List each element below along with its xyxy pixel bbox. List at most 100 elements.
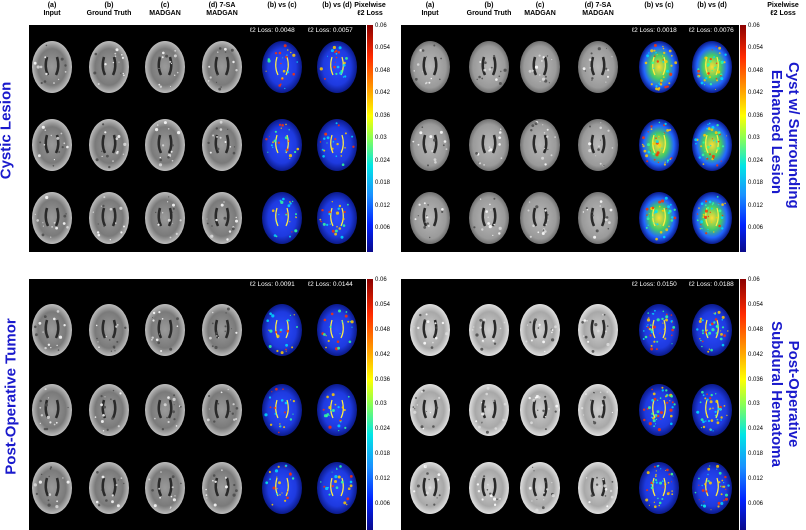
label-post-op-tumor: Post-Operative Tumor (2, 318, 20, 475)
colorbar-title-line1: Pixelwise (354, 2, 386, 9)
panel-cyst-enhanced (401, 25, 739, 252)
loss-label-c: ℓ2 Loss: 0.0150 (632, 281, 677, 288)
label-post-op-hematoma-line2: Subdural Hematoma (768, 321, 785, 467)
mri-slice-image (32, 304, 72, 356)
mri-slice-image (469, 192, 509, 244)
loss-map-image (317, 192, 357, 244)
colorbar-tick-label: 0.06 (748, 23, 760, 29)
loss-map-image (692, 41, 732, 93)
column-header: (b) vs (c) (629, 2, 689, 10)
column-header-line1: (d) 7-SA (584, 2, 612, 9)
colorbar-tick-label: 0.018 (375, 451, 391, 458)
column-header-line1: (c) (535, 2, 545, 9)
colorbar-tick-label: 0.03 (748, 135, 760, 142)
mri-slice-image (469, 462, 509, 514)
column-header-line2: MADGAN (524, 10, 556, 17)
column-header: (b) vs (d) (307, 2, 367, 10)
label-post-op-hematoma: Post-Operative Subdural Hematoma (768, 309, 802, 479)
column-header-line1: (c) (160, 2, 170, 9)
loss-map-image (317, 304, 357, 356)
label-post-op-hematoma-line1: Post-Operative (785, 340, 802, 448)
mri-slice-image (469, 119, 509, 171)
column-header: (d) 7-SA MADGAN (192, 2, 252, 18)
loss-label-c: ℓ2 Loss: 0.0048 (250, 27, 295, 34)
mri-slice-image (145, 384, 185, 436)
column-header-line1: (b) vs (c) (267, 2, 297, 9)
column-header-line2: MADGAN (582, 10, 614, 17)
mri-slice-image (578, 192, 618, 244)
panel-post-op-hematoma (401, 279, 739, 530)
mri-slice-image (410, 304, 450, 356)
column-header-line1: (a) (425, 2, 435, 9)
label-cyst-enhanced-line1: Cyst w/ Surrounding (785, 62, 802, 209)
label-cyst-enhanced-line2: Enhanced Lesion (768, 69, 785, 195)
colorbar-title: Pixelwise ℓ2 Loss (345, 2, 395, 18)
colorbar-tick-label: 0.024 (375, 157, 391, 164)
colorbar-tick-label: 0.03 (748, 401, 760, 408)
mri-slice-image (202, 119, 242, 171)
mri-slice-image (410, 384, 450, 436)
colorbar (740, 25, 746, 252)
colorbar-tick-label: 0.012 (375, 202, 391, 209)
mri-slice-image (578, 304, 618, 356)
mri-slice-image (520, 41, 560, 93)
colorbar-tick-label: 0.036 (748, 376, 764, 383)
mri-slice-image (520, 119, 560, 171)
mri-slice-image (578, 462, 618, 514)
column-header-line2: Input (421, 10, 439, 17)
loss-map-image (262, 462, 302, 514)
colorbar-tick-label: 0.006 (748, 500, 764, 507)
column-header: (b) vs (d) (682, 2, 742, 10)
column-header: (d) 7-SA MADGAN (568, 2, 628, 18)
colorbar (367, 25, 373, 252)
mri-slice-image (410, 41, 450, 93)
colorbar-tick-label: 0.06 (375, 23, 387, 29)
column-header-line1: (b) (104, 2, 114, 9)
panel-cystic-lesion (29, 25, 366, 252)
mri-slice-image (145, 304, 185, 356)
column-header: (c) MADGAN (510, 2, 570, 18)
column-header-line1: (d) 7-SA (208, 2, 236, 9)
mri-slice-image (32, 462, 72, 514)
mri-slice-image (202, 384, 242, 436)
mri-slice-image (32, 384, 72, 436)
panel-post-op-tumor (29, 279, 366, 530)
colorbar-tick-label: 0.006 (748, 224, 764, 231)
colorbar-tick-label: 0.036 (748, 112, 764, 119)
column-header-line1: (b) vs (c) (644, 2, 674, 9)
loss-map-image (692, 384, 732, 436)
label-cystic-lesion: Cystic Lesion (0, 81, 15, 180)
colorbar-tick-label: 0.012 (375, 476, 391, 483)
column-header: (c) MADGAN (135, 2, 195, 18)
loss-map-image (639, 119, 679, 171)
mri-slice-image (202, 192, 242, 244)
mri-slice-image (520, 462, 560, 514)
loss-map-image (262, 192, 302, 244)
loss-map-image (262, 41, 302, 93)
colorbar-tick-label: 0.048 (375, 326, 391, 333)
colorbar-tick-label: 0.042 (748, 90, 764, 97)
column-header-line2: MADGAN (149, 10, 181, 17)
loss-map-image (317, 462, 357, 514)
mri-slice-image (89, 192, 129, 244)
colorbar (367, 279, 373, 530)
colorbar-tick-label: 0.006 (375, 224, 391, 231)
loss-map-image (317, 41, 357, 93)
loss-label-c: ℓ2 Loss: 0.0091 (250, 281, 295, 288)
loss-map-image (692, 119, 732, 171)
colorbar-tick-label: 0.054 (375, 301, 391, 308)
colorbar-tick-label: 0.054 (375, 45, 391, 52)
mri-slice-image (520, 384, 560, 436)
loss-label-d: ℓ2 Loss: 0.0188 (689, 281, 734, 288)
loss-label-d: ℓ2 Loss: 0.0057 (308, 27, 353, 34)
colorbar-tick-label: 0.024 (748, 426, 764, 433)
loss-map-image (262, 119, 302, 171)
colorbar-tick-label: 0.024 (375, 426, 391, 433)
colorbar-title-line2: ℓ2 Loss (357, 10, 383, 17)
loss-map-image (639, 41, 679, 93)
mri-slice-image (145, 192, 185, 244)
colorbar-title-line2: ℓ2 Loss (770, 10, 796, 17)
loss-map-image (639, 384, 679, 436)
mri-slice-image (202, 41, 242, 93)
colorbar-tick-label: 0.018 (375, 180, 391, 187)
